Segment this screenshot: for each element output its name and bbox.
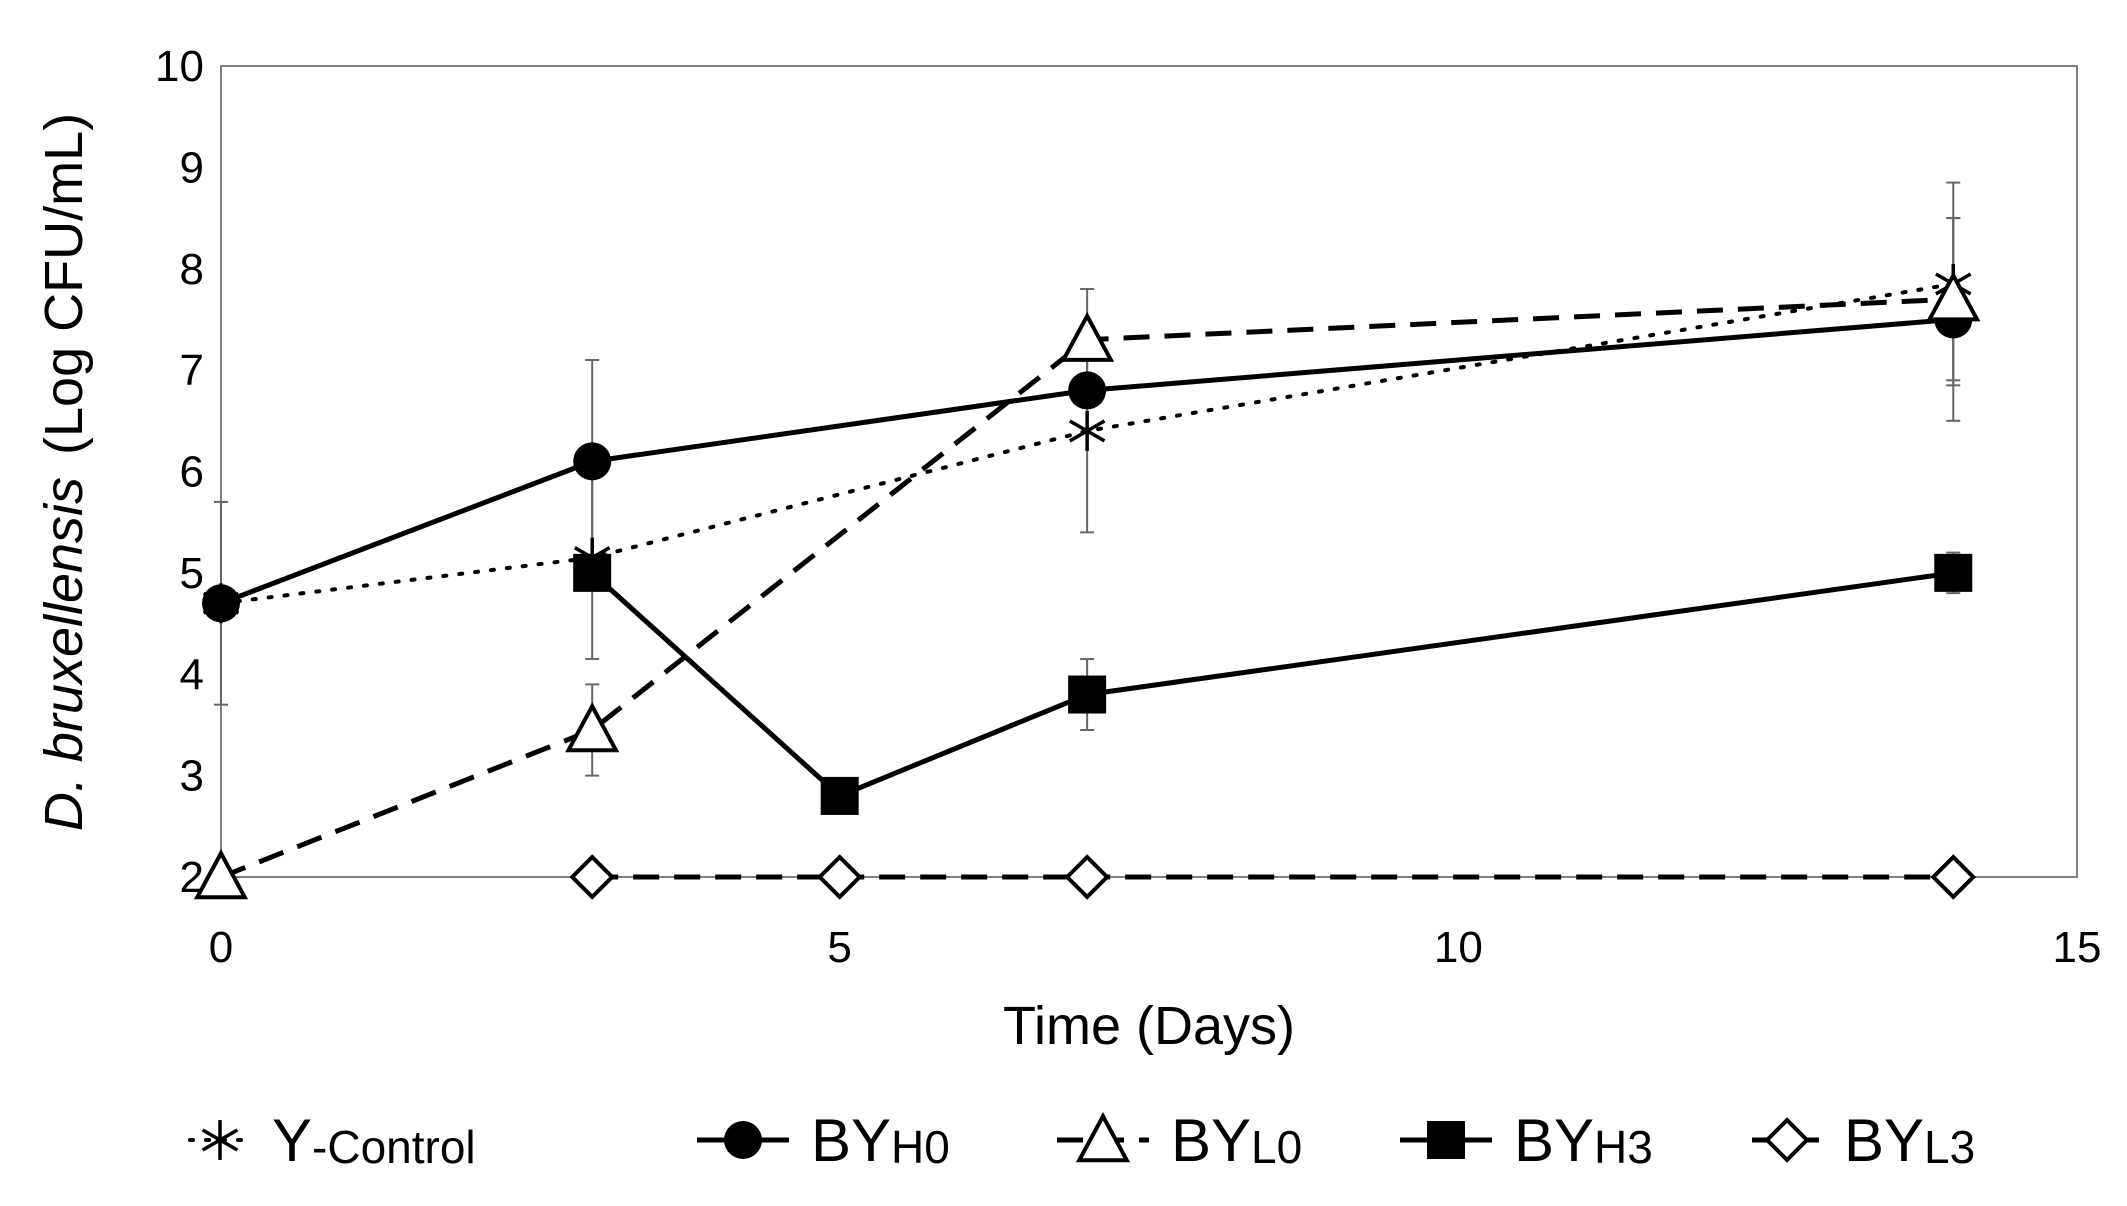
data-point-by_h0-2-shape	[1068, 371, 1107, 410]
data-point-y_control-2	[1068, 411, 1106, 451]
data-point-y_control-2-stroke-d2	[1068, 419, 1106, 443]
legend-label-sub-by_l0: L0	[1251, 1121, 1302, 1173]
data-point-by_l0-1-shape	[565, 702, 620, 753]
legend: Y-Control BYH0 BYL0 BYH3 BYL3	[188, 1107, 1975, 1174]
data-point-by_h3-0	[573, 553, 612, 592]
legend-marker-y_control-stroke-d2	[201, 1128, 239, 1152]
legend-label-by_l0: BYL0	[1171, 1107, 1302, 1174]
x-tick-label-0: 0	[209, 923, 233, 972]
legend-item-by_l3: BYL3	[1752, 1107, 1975, 1174]
legend-item-by_l0: BYL0	[1057, 1107, 1302, 1174]
legend-label-sub-by_l3: L3	[1924, 1121, 1975, 1173]
data-point-by_l3-3	[1930, 854, 1977, 900]
plot-area	[220, 65, 2078, 878]
legend-marker-by_h3	[1427, 1121, 1465, 1159]
legend-label-main-by_h0: BY	[811, 1107, 891, 1174]
x-tick-label-15: 15	[2053, 923, 2102, 972]
legend-item-y_control: Y-Control	[188, 1107, 476, 1174]
legend-marker-by_l3-shape	[1764, 1117, 1810, 1163]
legend-marker-by_h0-shape	[724, 1121, 762, 1159]
data-point-by_h0-2	[1068, 371, 1107, 410]
data-point-by_h3-1-shape	[820, 776, 859, 815]
data-point-by_h3-2	[1068, 675, 1107, 714]
legend-label-sub-y_control: -Control	[312, 1121, 476, 1173]
y-tick-label-9: 9	[180, 143, 204, 192]
series-line-by_l0	[220, 296, 1954, 880]
y-tick-label-4: 4	[180, 650, 204, 699]
legend-label-by_h3: BYH3	[1514, 1107, 1653, 1174]
data-point-by_l3-1	[816, 854, 863, 900]
y-tick-label-8: 8	[180, 245, 204, 294]
y-tick-label-6: 6	[180, 448, 204, 497]
legend-item-by_h3: BYH3	[1400, 1107, 1653, 1174]
legend-marker-by_l3	[1764, 1117, 1810, 1163]
legend-label-by_l3: BYL3	[1844, 1107, 1975, 1174]
data-point-by_l0-2	[1060, 311, 1115, 362]
data-point-by_l0-0	[193, 849, 249, 900]
legend-marker-by_l0-shape	[1075, 1112, 1131, 1163]
data-point-by_l3-2	[1064, 854, 1110, 900]
error-bars	[214, 181, 1961, 813]
y-axis-title: D. bruxellensis (Log CFU/mL)	[34, 113, 94, 831]
data-point-by_h3-0-shape	[573, 553, 612, 592]
legend-label-main-by_l3: BY	[1844, 1107, 1924, 1174]
data-point-by_l3-0	[569, 854, 615, 900]
plot-frame	[220, 65, 2078, 878]
x-tick-label-5: 5	[827, 923, 851, 972]
series-line-by_h0	[220, 316, 1954, 606]
legend-label-main-by_l0: BY	[1171, 1107, 1251, 1174]
data-point-by_l3-0-shape	[569, 854, 615, 900]
data-point-by_l3-2-shape	[1064, 854, 1110, 900]
data-point-by_l3-3-shape	[1930, 854, 1977, 900]
data-point-by_h0-1	[573, 442, 612, 481]
y-axis-title-units: (Log CFU/mL)	[34, 113, 94, 455]
data-point-by_h3-3	[1934, 553, 1973, 592]
x-axis-title: Time (Days)	[1003, 996, 1295, 1056]
data-point-by_l3-1-shape	[816, 854, 863, 900]
series-markers	[193, 264, 1981, 900]
data-point-by_h3-3-shape	[1934, 553, 1973, 592]
y-tick-label-7: 7	[180, 346, 204, 395]
legend-label-sub-by_h3: H3	[1594, 1121, 1653, 1173]
data-point-by_h0-1-shape	[573, 442, 612, 481]
series-line-by_h3	[590, 570, 1954, 799]
legend-label-by_h0: BYH0	[811, 1107, 950, 1174]
series-lines	[219, 281, 1956, 880]
data-point-by_h3-2-shape	[1068, 675, 1107, 714]
y-tick-label-10: 10	[155, 42, 204, 91]
y-tick-label-5: 5	[180, 549, 204, 598]
y-axis-title-italic: D. bruxellensis	[34, 477, 94, 831]
data-point-by_h0-0-shape	[202, 584, 240, 623]
legend-label-main-y_control: Y	[272, 1107, 312, 1174]
legend-label-main-by_h3: BY	[1514, 1107, 1594, 1174]
x-tick-label-10: 10	[1434, 923, 1483, 972]
legend-item-by_h0: BYH0	[697, 1107, 950, 1174]
data-point-by_l0-2-shape	[1060, 311, 1115, 362]
legend-marker-by_l0	[1075, 1112, 1131, 1163]
data-point-by_h3-1	[820, 776, 859, 815]
y-tick-label-3: 3	[180, 752, 204, 801]
legend-label-y_control: Y-Control	[272, 1107, 476, 1174]
legend-marker-by_h0	[724, 1121, 762, 1159]
data-point-by_l0-1	[565, 702, 620, 753]
legend-label-sub-by_h0: H0	[891, 1121, 950, 1173]
legend-marker-y_control	[201, 1120, 239, 1160]
data-point-by_l0-3	[1926, 271, 1981, 322]
data-point-by_h0-0	[202, 584, 240, 623]
data-point-by_l0-0-shape	[193, 849, 249, 900]
data-point-by_l0-3-shape	[1926, 271, 1981, 322]
legend-marker-by_h3-shape	[1427, 1121, 1465, 1159]
